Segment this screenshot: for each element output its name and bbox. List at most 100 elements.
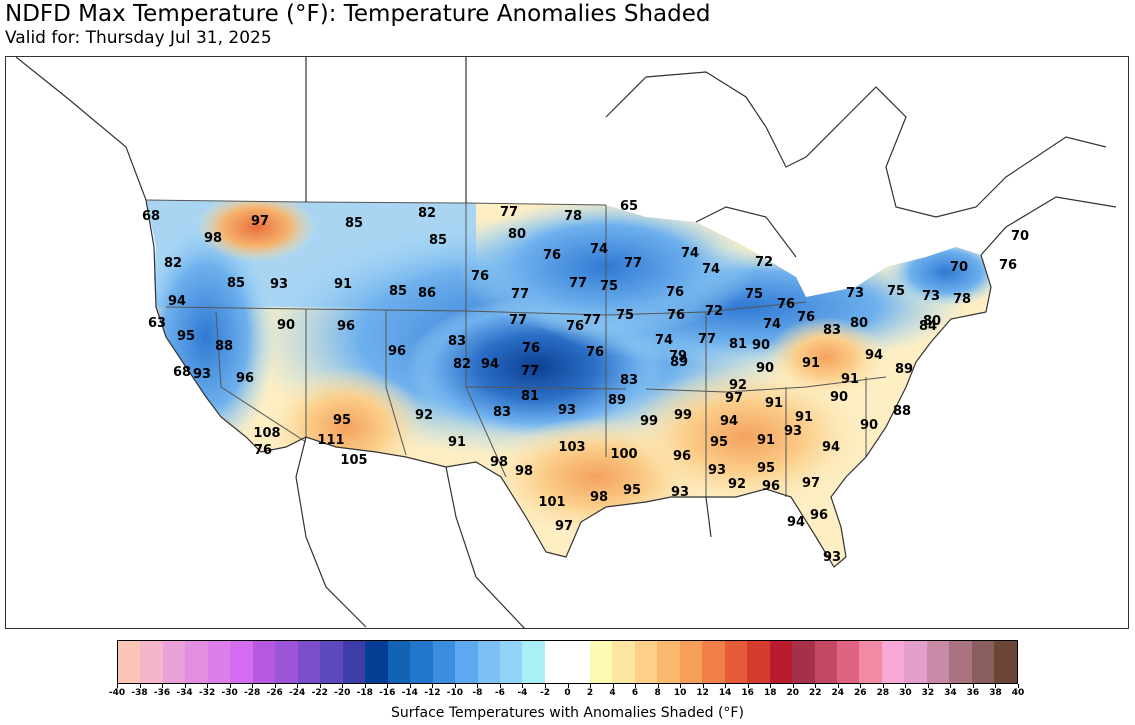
station-temperature-label: 74: [655, 333, 673, 348]
colorbar-swatch: [342, 641, 366, 683]
colorbar-tick-mark: [590, 684, 592, 688]
colorbar-tick-label: -32: [198, 688, 216, 698]
colorbar-tick-label: -16: [379, 688, 396, 698]
colorbar-tick-mark: [274, 684, 276, 688]
colorbar-tick-label: -34: [176, 688, 193, 698]
colorbar-swatch: [724, 641, 748, 683]
station-temperature-label: 91: [334, 277, 352, 292]
colorbar-tick-mark: [499, 684, 501, 688]
colorbar-swatch: [612, 641, 635, 683]
station-temperature-label: 96: [388, 344, 406, 359]
station-temperature-label: 90: [756, 361, 774, 376]
station-temperature-label: 76: [999, 258, 1017, 273]
colorbar-tick-mark: [972, 684, 974, 688]
colorbar-tick-label: -40: [108, 688, 126, 698]
colorbar-tick-label: 20: [786, 688, 800, 698]
station-temperature-label: 73: [846, 286, 864, 301]
colorbar-tick-mark: [184, 684, 186, 688]
station-temperature-label: 91: [795, 410, 813, 425]
station-temperature-label: 75: [600, 279, 618, 294]
station-temperature-label: 80: [508, 227, 526, 242]
temperature-map: 68 97 98 85 82 85 77 78 65 80 82 76 74 77 74 70 85 93 91 74…: [5, 56, 1129, 629]
station-temperature-label: 76: [777, 297, 795, 312]
station-temperature-label: 92: [415, 408, 433, 423]
colorbar-tick-label: -28: [244, 688, 261, 698]
state-borders: [145, 199, 887, 497]
colorbar-swatch: [926, 641, 950, 683]
colorbar-tick-mark: [544, 684, 546, 688]
station-temperature-label: 93: [270, 277, 288, 292]
colorbar-tick-mark: [139, 684, 141, 688]
station-temperature-label: 85: [389, 284, 407, 299]
station-temperature-label: 81: [521, 389, 539, 404]
station-temperature-label: 94: [720, 414, 738, 429]
station-temperature-label: 74: [590, 242, 608, 257]
colorbar-tick-label: -30: [221, 688, 238, 698]
station-temperature-label: 82: [453, 357, 471, 372]
station-temperature-label: 78: [953, 292, 971, 307]
colorbar-tick-label: 24: [831, 688, 845, 698]
station-temperature-label: 98: [204, 231, 222, 246]
station-temperature-label: 81: [729, 337, 747, 352]
colorbar-swatch: [679, 641, 703, 683]
station-temperature-label: 96: [337, 319, 355, 334]
station-temperature-label: 85: [429, 233, 447, 248]
colorbar-tick-label: 18: [763, 688, 777, 698]
colorbar-swatch: [387, 641, 411, 683]
station-temperature-label: 70: [1011, 229, 1029, 244]
station-temperature-label: 108: [253, 426, 280, 441]
station-temperature-label: 76: [797, 310, 815, 325]
station-temperature-label: 88: [215, 339, 233, 354]
colorbar-tick-mark: [950, 684, 952, 688]
station-temperature-label: 75: [745, 287, 763, 302]
station-temperature-label: 89: [608, 393, 626, 408]
station-temperature-label: 93: [558, 403, 576, 418]
colorbar-tick-mark: [387, 684, 389, 688]
station-temperature-label: 77: [583, 313, 601, 328]
colorbar-swatch: [634, 641, 658, 683]
station-temperature-label: 80: [850, 316, 868, 331]
colorbar-tick-mark: [1018, 684, 1019, 688]
colorbar-tick-label: 38: [989, 688, 1002, 698]
station-temperature-label: 90: [830, 390, 848, 405]
colorbar-tick-mark: [702, 684, 704, 688]
station-temperature-label: 68: [173, 365, 191, 380]
station-temperature-label: 98: [590, 490, 608, 505]
station-temperature-label: 78: [564, 209, 582, 224]
station-temperature-label: 80: [923, 314, 941, 329]
colorbar-swatch: [499, 641, 523, 683]
station-temperature-label: 96: [673, 449, 691, 464]
station-temperature-label: 77: [509, 313, 527, 328]
colorbar-tick-mark: [409, 684, 411, 688]
station-temperature-label: 94: [865, 348, 883, 363]
colorbar-tick-mark: [635, 684, 637, 688]
station-temperature-label: 91: [802, 356, 820, 371]
station-temperature-label: 90: [752, 338, 770, 353]
station-temperature-label: 76: [566, 319, 584, 334]
station-temperature-label: 93: [823, 550, 841, 565]
colorbar-tick-mark: [432, 684, 434, 688]
colorbar-tick-mark: [207, 684, 209, 688]
station-temperature-label: 77: [500, 205, 518, 220]
colorbar-swatch: [230, 641, 253, 683]
station-temperature-label: 91: [765, 396, 783, 411]
colorbar-tick-label: 28: [876, 688, 890, 698]
colorbar-tick-label: 2: [586, 688, 594, 698]
colorbar-swatch: [589, 641, 613, 683]
colorbar-tick-mark: [297, 684, 299, 688]
colorbar-swatch: [365, 641, 388, 683]
station-temperature-label: 63: [148, 316, 166, 331]
station-temperature-label: 91: [757, 433, 775, 448]
station-temperature-label: 82: [164, 256, 182, 271]
colorbar-swatch: [769, 641, 793, 683]
colorbar-tick-label: -24: [289, 688, 306, 698]
station-temperature-label: 98: [490, 455, 508, 470]
station-temperature-label: 76: [522, 341, 540, 356]
colorbar-swatch: [320, 641, 343, 683]
station-temperature-label: 97: [725, 391, 743, 406]
colorbar-tick-label: -18: [356, 688, 373, 698]
colorbar-swatch: [881, 641, 905, 683]
colorbar-tick-label: 34: [944, 688, 957, 698]
colorbar-tick-label: 40: [1011, 688, 1025, 698]
colorbar-tick-mark: [747, 684, 749, 688]
